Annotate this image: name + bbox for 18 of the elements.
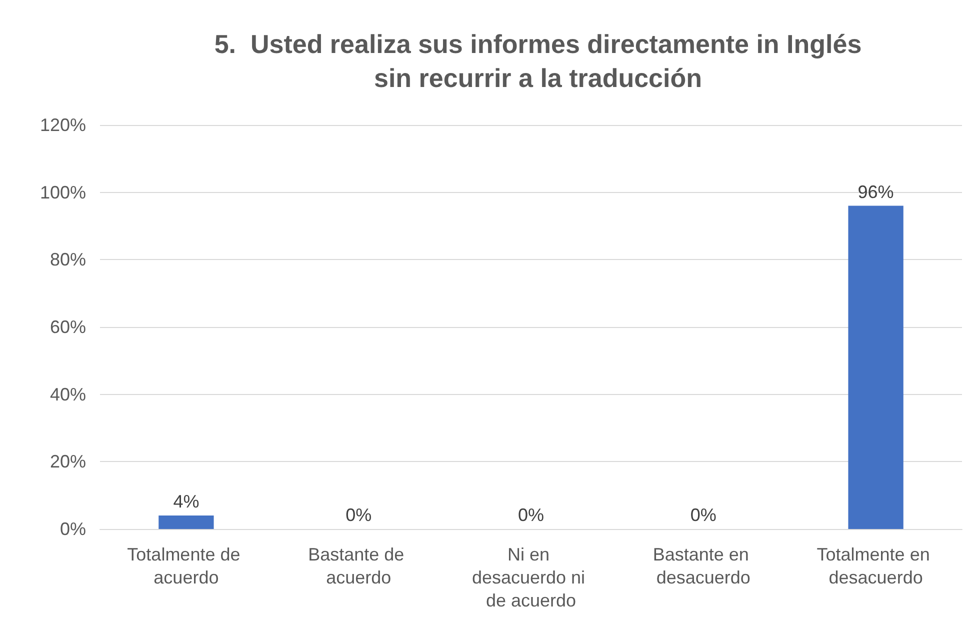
y-tick-label: 0% xyxy=(60,519,86,539)
y-tick-label: 40% xyxy=(50,384,86,404)
x-tick-label: Totalmente de acuerdo xyxy=(127,544,246,588)
y-tick-label: 20% xyxy=(50,452,86,472)
data-label: 96% xyxy=(858,182,894,202)
data-label: 0% xyxy=(346,505,372,525)
data-label: 0% xyxy=(518,505,544,525)
x-tick-label: Bastante de acuerdo xyxy=(308,544,410,588)
y-tick-label: 120% xyxy=(40,115,86,135)
y-tick-label: 80% xyxy=(50,250,86,270)
x-tick-label: Totalmente en desacuerdo xyxy=(816,544,935,588)
data-label: 4% xyxy=(173,492,200,512)
data-label: 0% xyxy=(690,505,716,525)
x-tick-label: Ni en desacuerdo ni de acuerdo xyxy=(472,544,590,610)
x-tick-label: Bastante en desacuerdo xyxy=(652,544,754,588)
y-tick-label: 100% xyxy=(40,182,86,202)
chart-title: 5. Usted realiza sus informes directamente in Inglés sin recurrir a la traducción xyxy=(214,29,862,93)
y-tick-label: 60% xyxy=(50,317,86,337)
